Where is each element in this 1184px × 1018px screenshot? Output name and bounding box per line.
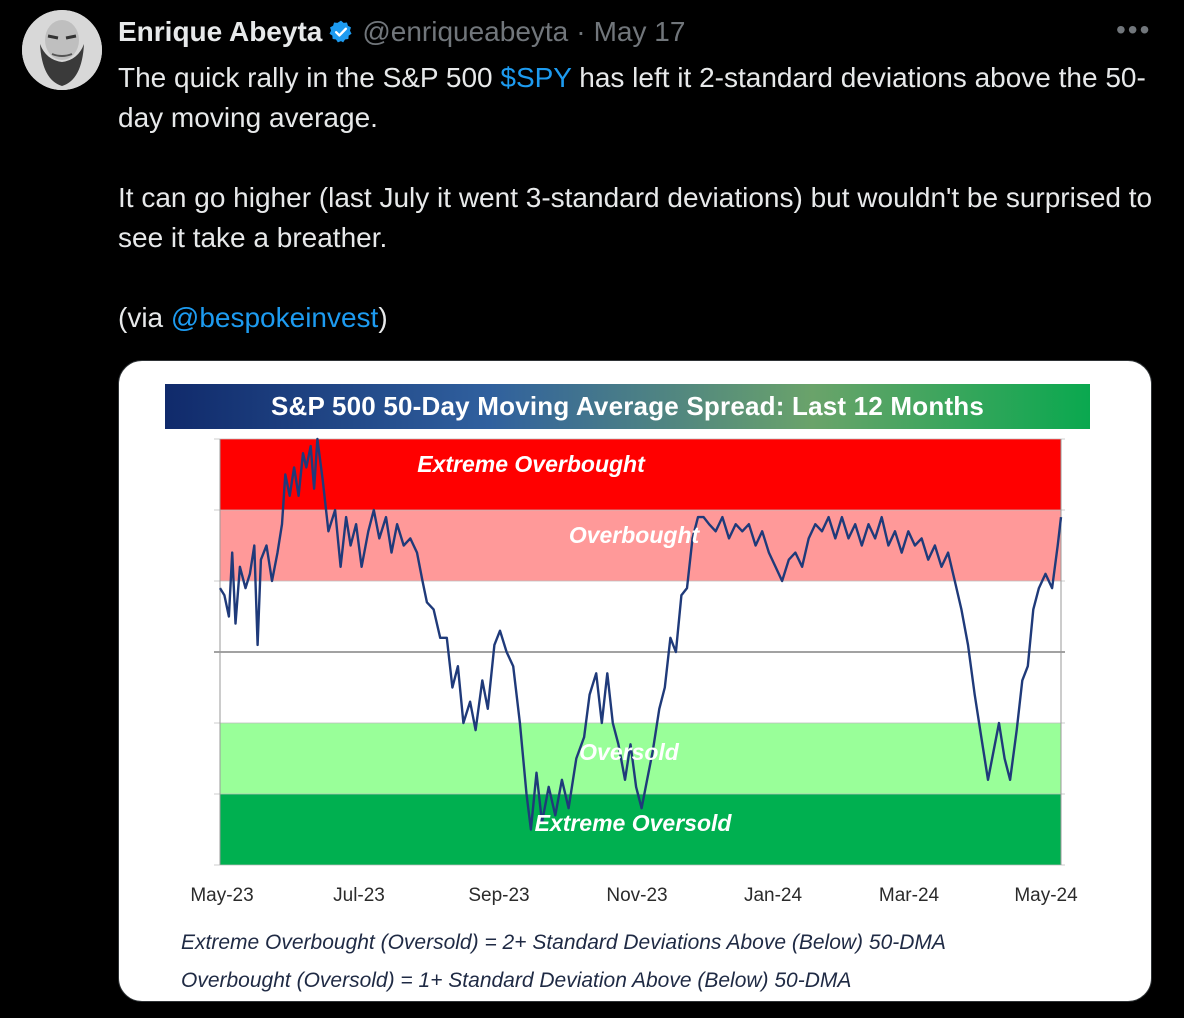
zone-band-0: [220, 439, 1061, 510]
mention-link[interactable]: @bespokeinvest: [170, 302, 379, 333]
x-tick-label: Jul-23: [333, 885, 385, 906]
tweet-paragraph-3: (via @bespokeinvest): [118, 298, 1158, 338]
zone-band-3: [220, 723, 1061, 794]
series-line-0: [218, 437, 1063, 831]
zone-label-oversold: Oversold: [579, 738, 679, 765]
tweet-body: The quick rally in the S&P 500 $SPY has …: [118, 58, 1158, 338]
x-tick-label: May-24: [1014, 885, 1078, 906]
tweet-text-segment: ): [378, 302, 388, 333]
x-tick-label: Nov-23: [606, 885, 668, 906]
zone-band-1: [220, 510, 1061, 581]
x-tick-label: Sep-23: [468, 885, 530, 906]
zone-label-extreme-oversold: Extreme Oversold: [534, 809, 732, 836]
zone-label-extreme-overbought: Extreme Overbought: [417, 450, 645, 477]
header-separator: ·: [576, 16, 586, 47]
media-image-card[interactable]: S&P 500 50-Day Moving Average Spread: La…: [118, 360, 1152, 1002]
chart-title-bar: [165, 384, 1090, 429]
chart-plot: [214, 437, 1065, 866]
x-tick-label: Mar-24: [878, 885, 940, 906]
avatar-image: [22, 10, 102, 90]
chart-footnote-2: Overbought (Oversold) = 1+ Standard Devi…: [181, 969, 852, 992]
cashtag-link[interactable]: $SPY: [500, 62, 572, 93]
chart-footnote-1: Extreme Overbought (Oversold) = 2+ Stand…: [181, 931, 946, 954]
tweet-date[interactable]: May 17: [593, 16, 686, 47]
x-tick-label: Jan-24: [743, 885, 803, 906]
tweet-text-segment: The quick rally in the S&P 500: [118, 62, 501, 93]
tweet-text-segment: has left it 2-standard deviations above …: [118, 62, 1146, 133]
author-avatar[interactable]: [22, 10, 102, 90]
tweet-text-segment: (via: [118, 302, 171, 333]
more-options-icon[interactable]: •••: [1116, 14, 1152, 45]
tweet-header: Enrique Abeyta @enriqueabeyta · May 17: [118, 14, 685, 50]
verified-badge-icon[interactable]: [328, 19, 354, 45]
zone-label-overbought: Overbought: [568, 521, 700, 548]
x-tick-label: May-23: [190, 885, 254, 906]
author-handle[interactable]: @enriqueabeyta: [362, 16, 569, 47]
tweet-paragraph-2: It can go higher (last July it went 3-st…: [118, 182, 1153, 253]
chart-title: S&P 500 50-Day Moving Average Spread: La…: [270, 391, 985, 421]
author-name[interactable]: Enrique Abeyta: [118, 16, 323, 47]
tweet-paragraph-1: The quick rally in the S&P 500 $SPY has …: [118, 58, 1158, 138]
